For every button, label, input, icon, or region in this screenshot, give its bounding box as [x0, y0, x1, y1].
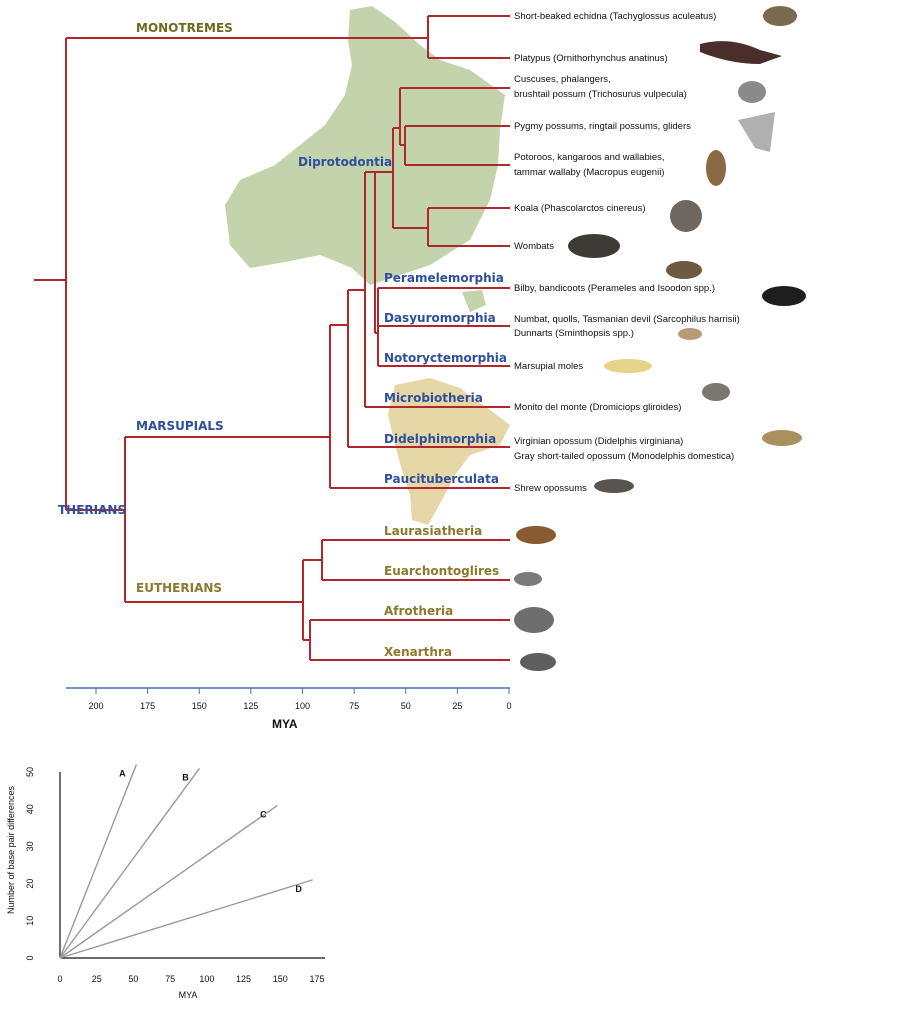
chart-x-tick-label: 125 [236, 974, 251, 984]
koala-icon [670, 200, 702, 232]
chart-y-tick-label: 30 [25, 841, 35, 851]
leaf-label-shrew: Shrew opossums [514, 483, 587, 494]
jackal-icon [516, 526, 556, 544]
platypus-icon [700, 41, 782, 64]
chart-x-tick-label: 150 [273, 974, 288, 984]
chart-x-tick-label: 25 [92, 974, 102, 984]
group-label-eutherians: EUTHERIANS [136, 581, 222, 595]
series-line-a [59, 764, 138, 959]
chart-y-tick-label: 10 [25, 916, 35, 926]
series-line-c [59, 804, 278, 959]
chart-x-tick-label: 75 [165, 974, 175, 984]
tree-branches [34, 15, 510, 661]
chart-y-tick-label: 0 [25, 955, 35, 960]
opossum-icon [762, 430, 802, 446]
leaf-label-koala: Koala (Phascolarctos cinereus) [514, 203, 645, 214]
animal-icons [514, 6, 806, 671]
leaf-label-cuscus-1: Cuscuses, phalangers, [514, 74, 611, 85]
leaf-label-monito: Monito del monte (Dromiciops gliroides) [514, 402, 681, 413]
wombat-icon [568, 234, 620, 258]
leaf-label-echidna: Short-beaked echidna (Tachyglossus acule… [514, 11, 716, 22]
glider-icon [738, 112, 775, 152]
time-axis-tick-label: 25 [452, 701, 462, 711]
leaf-label-wombats: Wombats [514, 241, 554, 252]
order-label-dasyuromorphia: Dasyuromorphia [384, 311, 496, 325]
time-axis-tick-label: 100 [295, 701, 310, 711]
leaf-label-cuscus-2: brushtail possum (Trichosurus vulpecula) [514, 89, 687, 100]
leaf-label-potoroo-2: tammar wallaby (Macropus eugenii) [514, 167, 664, 178]
leaf-label-numbat: Numbat, quolls, Tasmanian devil (Sarcoph… [514, 314, 740, 325]
leaf-label-potoroo-1: Potoroos, kangaroos and wallabies, [514, 152, 665, 163]
chart-x-tick-label: 175 [309, 974, 324, 984]
series-line-b [59, 767, 201, 959]
time-axis-tick-label: 125 [243, 701, 258, 711]
leaf-label-gray: Gray short-tailed opossum (Monodelphis d… [514, 451, 734, 462]
group-label-monotremes: MONOTREMES [136, 21, 233, 35]
chart-x-tick-label: 50 [128, 974, 138, 984]
time-axis-tick-label: 175 [140, 701, 155, 711]
time-axis-tick-label: 150 [192, 701, 207, 711]
phylogenetic-tree: MONOTREMES THERIANS MARSUPIALS EUTHERIAN… [34, 6, 806, 731]
order-label-laurasiatheria: Laurasiatheria [384, 524, 482, 538]
order-label-diprotodontia: Diprotodontia [298, 155, 392, 169]
order-label-paucituberculata: Paucituberculata [384, 472, 499, 486]
series-label-a: A [119, 769, 126, 779]
chart-y-tick-label: 40 [25, 804, 35, 814]
chart-y-tick-label: 50 [25, 767, 35, 777]
time-axis-label: MYA [272, 717, 298, 731]
order-label-didelphimorphia: Didelphimorphia [384, 432, 496, 446]
dunnart-icon [678, 328, 702, 340]
echidna-icon [763, 6, 797, 26]
chart-x-tick-label: 0 [57, 974, 62, 984]
wallaby-icon [706, 150, 726, 186]
time-axis-tick-label: 75 [349, 701, 359, 711]
brushtail-possum-icon [738, 81, 766, 103]
time-axis-tick-label: 200 [88, 701, 103, 711]
order-label-peramelemorphia: Peramelemorphia [384, 271, 504, 285]
time-axis-tick-label: 50 [401, 701, 411, 711]
monito-icon [702, 383, 730, 401]
order-label-afrotheria: Afrotheria [384, 604, 453, 618]
time-axis-tick-label: 0 [506, 701, 511, 711]
order-label-notoryctemorphia: Notoryctemorphia [384, 351, 507, 365]
mouse-icon [514, 572, 542, 586]
order-label-xenarthra: Xenarthra [384, 645, 452, 659]
leaf-label-pygmy: Pygmy possums, ringtail possums, gliders [514, 121, 691, 132]
time-axis: 200 175 150 125 100 75 50 25 0 MYA [66, 687, 512, 731]
bandicoot-icon [666, 261, 702, 279]
leaf-label-platypus: Platypus (Ornithorhynchus anatinus) [514, 53, 668, 64]
leaf-label-dunnarts: Dunnarts (Sminthopsis spp.) [514, 328, 634, 339]
marsupial-mole-icon [604, 359, 652, 373]
order-label-euarchontoglires: Euarchontoglires [384, 564, 499, 578]
chart-x-axis-title: MYA [179, 990, 198, 1000]
series-label-b: B [182, 772, 189, 782]
shrew-opossum-icon [594, 479, 634, 493]
series-line-d [59, 879, 313, 959]
australia-map [225, 6, 505, 285]
tasmania-map [462, 290, 486, 312]
leaf-label-moles: Marsupial moles [514, 361, 583, 372]
leaf-label-bilby: Bilby, bandicoots (Perameles and Isoodon… [514, 283, 715, 294]
elephant-icon [514, 607, 554, 633]
chart-y-tick-label: 20 [25, 879, 35, 889]
armadillo-icon [520, 653, 556, 671]
chart-x-tick-label: 100 [199, 974, 214, 984]
order-label-microbiotheria: Microbiotheria [384, 391, 483, 405]
group-label-marsupials: MARSUPIALS [136, 419, 224, 433]
group-label-therians: THERIANS [58, 503, 126, 517]
series-label-c: C [260, 809, 267, 819]
series-label-d: D [295, 884, 302, 894]
tasmanian-devil-icon [762, 286, 806, 306]
chart-y-axis-title: Number of base pair differences [6, 786, 16, 914]
leaf-label-virginian: Virginian opossum (Didelphis virginiana) [514, 436, 683, 447]
